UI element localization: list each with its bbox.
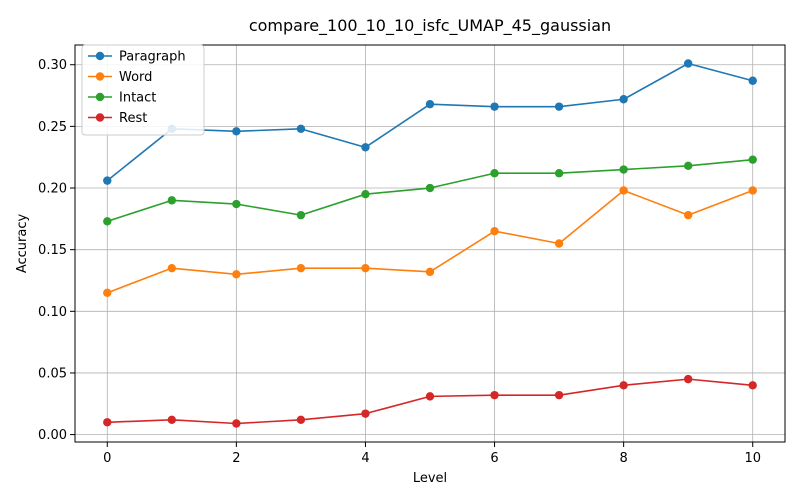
data-point-intact [103,217,112,226]
legend-label: Paragraph [119,50,186,65]
series-line-rest [107,378,753,425]
data-point-word [748,186,757,195]
data-point-word [554,239,564,248]
data-point-intact [232,199,241,209]
data-point-paragraph [554,102,564,111]
data-point-rest [232,419,241,428]
data-point-intact [619,165,628,174]
x-axis-label: Level [413,471,447,486]
y-tick-label: 0.20 [38,182,67,197]
data-point-intact [683,161,693,171]
x-tick-label: 8 [619,451,627,466]
x-tick-label: 4 [361,451,369,466]
data-point-paragraph [361,143,370,152]
data-point-paragraph [232,127,241,136]
x-tick-label: 2 [232,451,240,466]
y-axis-label: Accuracy [15,214,30,274]
series-line-word [106,189,754,294]
data-point-intact [167,196,177,205]
data-point-word [683,210,693,220]
plot-frame [74,44,786,443]
data-point-intact [490,169,499,178]
data-point-intact [296,210,306,220]
y-tick-label: 0.10 [38,305,67,320]
data-point-rest [425,392,435,401]
data-point-intact [425,183,435,193]
data-point-word [296,263,306,273]
data-point-word [490,226,499,236]
data-point-rest [167,415,177,425]
legend-label: Rest [119,111,147,126]
legend-item-word: Word [88,70,152,85]
data-point-rest [683,374,693,384]
data-point-word [232,270,241,279]
data-point-intact [554,169,564,178]
legend-swatch-marker [95,72,105,81]
chart-title: compare_100_10_10_isfc_UMAP_45_gaussian [249,16,611,36]
data-point-paragraph [490,102,499,111]
data-point-paragraph [296,124,306,134]
y-tick-label: 0.00 [38,428,67,443]
y-tick-label: 0.25 [38,120,67,135]
legend-label: Intact [119,91,156,106]
data-point-word [425,267,435,277]
legend-item-paragraph: Paragraph [88,50,186,65]
data-point-paragraph [683,59,693,68]
y-tick-label: 0.15 [38,243,67,258]
x-tick-label: 6 [490,451,498,466]
legend-box [81,44,205,136]
legend-swatch-marker [95,51,105,61]
data-point-word [619,186,628,195]
legend-swatch-marker [95,92,105,102]
legend-item-intact: Intact [88,91,156,106]
data-point-paragraph [748,76,757,85]
y-axis-ticks: 0.00 0.05 0.10 0.15 0.20 0.25 0.30 [38,58,75,443]
legend-swatch-marker [95,113,105,122]
data-point-rest [490,390,499,400]
data-point-rest [748,381,757,390]
legend-label: Word [119,70,152,85]
data-point-rest [103,418,112,427]
series-word [103,186,757,298]
x-tick-label: 10 [744,451,761,466]
y-tick-label: 0.05 [38,366,67,381]
data-point-paragraph [619,95,628,104]
data-point-word [103,288,112,298]
data-point-rest [619,381,628,390]
data-point-word [361,263,370,273]
x-axis-ticks: 0 2 4 6 8 10 [103,442,761,466]
data-point-word [167,263,177,273]
legend: Paragraph Word Intact Rest [81,44,205,136]
series-rest [103,374,757,428]
x-tick-label: 0 [103,451,111,466]
data-point-paragraph [425,99,435,109]
data-point-paragraph [103,176,112,185]
series-lines [103,59,757,428]
y-tick-label: 0.30 [38,58,67,73]
legend-item-rest: Rest [88,111,147,126]
data-point-rest [554,390,564,400]
series-paragraph [103,59,757,185]
data-point-rest [361,409,370,418]
data-point-intact [748,155,757,164]
data-point-rest [296,415,306,425]
data-point-intact [361,189,370,199]
series-intact [103,155,757,226]
